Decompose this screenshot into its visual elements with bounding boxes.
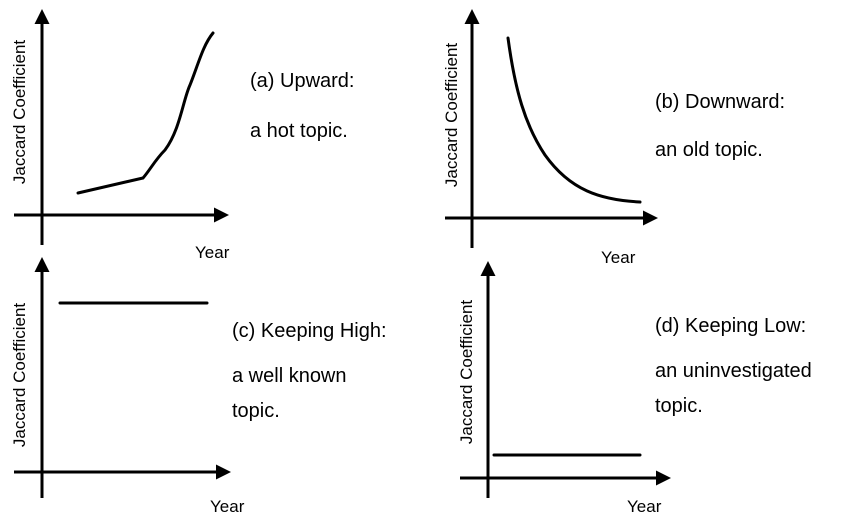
panel-a: Jaccard Coefficient Year (a) Upward: a h…	[10, 9, 354, 262]
caption: a well known	[232, 365, 347, 387]
caption: (a) Upward:	[250, 70, 354, 92]
caption: topic.	[655, 395, 703, 417]
y-label: Jaccard Coefficient	[10, 40, 29, 185]
caption: (b) Downward:	[655, 91, 785, 113]
curve	[76, 31, 215, 195]
caption: (d) Keeping Low:	[655, 315, 806, 337]
y-label: Jaccard Coefficient	[457, 300, 476, 445]
caption: (c) Keeping High:	[232, 320, 387, 342]
caption: topic.	[232, 400, 280, 422]
x-label: Year	[210, 497, 245, 515]
x-label: Year	[195, 243, 230, 262]
caption: an uninvestigated	[655, 360, 812, 382]
y-label: Jaccard Coefficient	[442, 43, 461, 188]
y-label: Jaccard Coefficient	[10, 303, 29, 448]
x-label: Year	[601, 248, 636, 267]
panel-b: Jaccard Coefficient Year (b) Downward: a…	[442, 9, 785, 267]
curve	[506, 36, 642, 204]
panel-c: Jaccard Coefficient Year (c) Keeping Hig…	[10, 257, 387, 515]
caption: a hot topic.	[250, 120, 348, 142]
x-label: Year	[627, 497, 662, 515]
caption: an old topic.	[655, 139, 763, 161]
panel-d: Jaccard Coefficient Year (d) Keeping Low…	[457, 261, 812, 515]
